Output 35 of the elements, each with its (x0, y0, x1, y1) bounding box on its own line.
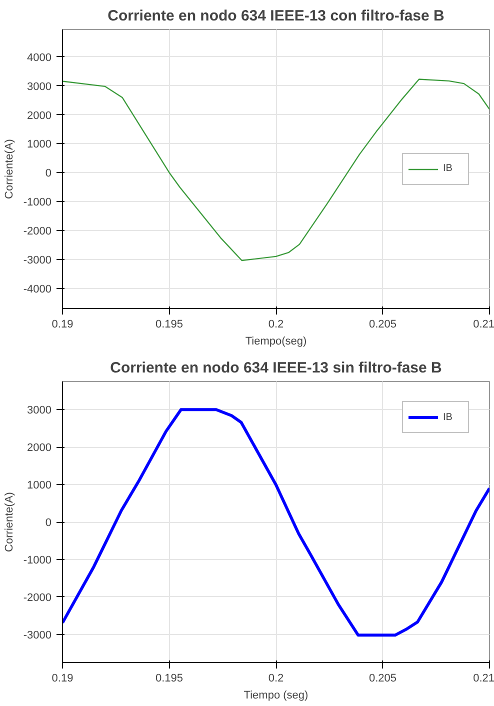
y-tick-label: -2000 (23, 225, 52, 238)
y-axis-title: Corriente(A) (3, 492, 16, 552)
x-tick-label: 0.21 (473, 672, 494, 684)
x-tick-label: 0.2 (268, 672, 284, 684)
x-tick-label: 0.2 (268, 318, 284, 330)
x-tick-label: 0.195 (155, 672, 184, 684)
x-tick-label: 0.19 (52, 672, 74, 684)
x-tick-label: 0.205 (368, 672, 397, 684)
y-tick-label: 0 (45, 168, 52, 180)
x-tick-label: 0.21 (473, 318, 494, 330)
x-axis-title: Tiempo(seg) (245, 336, 307, 348)
line-series (62, 78, 490, 262)
y-tick-label: 3000 (27, 404, 52, 417)
y-tick-label: 1000 (27, 138, 52, 151)
chart-title: Corriente en nodo 634 IEEE-13 sin filtro-fase B (110, 360, 442, 376)
legend-label: IB (443, 162, 454, 174)
y-tick-label: -1000 (23, 554, 52, 566)
x-tick-label: 0.195 (155, 318, 184, 330)
chart-title: Corriente en nodo 634 IEEE-13 con filtro-fase B (108, 8, 445, 24)
y-tick-label: 2000 (27, 110, 52, 122)
y-tick-label: -3000 (23, 629, 52, 642)
y-tick-label: 3000 (27, 80, 52, 93)
y-tick-label: -4000 (23, 283, 52, 296)
y-tick-label: -1000 (23, 196, 52, 209)
y-tick-label: 4000 (27, 52, 52, 64)
y-axis-title: Corriente(A) (3, 139, 16, 199)
y-tick-label: -2000 (23, 592, 52, 604)
y-tick-label: 1000 (27, 480, 52, 492)
y-tick-label: 0 (45, 517, 52, 529)
x-tick-label: 0.205 (368, 318, 397, 330)
legend-label: IB (443, 411, 454, 423)
x-axis-title: Tiempo (seg) (244, 690, 308, 702)
y-tick-label: -3000 (23, 254, 52, 266)
x-tick-label: 0.19 (52, 318, 74, 330)
y-tick-label: 2000 (27, 442, 52, 454)
